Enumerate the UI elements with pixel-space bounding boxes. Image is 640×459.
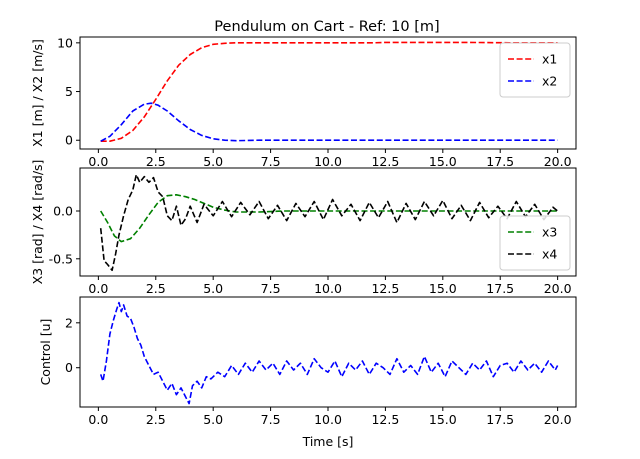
x-tick-label: 0.0 — [88, 281, 108, 296]
y-tick-label: 5 — [65, 84, 73, 99]
legend-box — [499, 215, 571, 271]
x-tick-label: 5.0 — [203, 412, 223, 427]
x-tick-label: 20.0 — [544, 154, 572, 169]
legend-label-x1: x1 — [542, 52, 557, 67]
x-tick-label: 17.5 — [486, 281, 514, 296]
y-tick-label: 0 — [65, 360, 73, 375]
subplot-2: 0.0 2.5 5.0 7.5 10.0 12.5 15.0 17.5 20.0 0.0 -0.5 X… — [30, 160, 577, 296]
y-tick-label: 0.0 — [53, 204, 73, 219]
legend-box — [499, 42, 571, 98]
x-tick-label: 10.0 — [314, 281, 342, 296]
x-tick-label: 7.5 — [261, 412, 281, 427]
x-tick-label: 0.0 — [88, 412, 108, 427]
x-tick-label: 12.5 — [371, 412, 399, 427]
legend-label-x4: x4 — [542, 247, 557, 262]
x-tick-label: 17.5 — [486, 412, 514, 427]
x-tick-label: 15.0 — [429, 154, 457, 169]
y-axis-label: X1 [m] / X2 [m/s] — [30, 39, 45, 147]
y-tick-label: -0.5 — [49, 251, 73, 266]
x-tick-label: 12.5 — [371, 154, 399, 169]
x-tick-label: 2.5 — [146, 412, 166, 427]
x-tick-label: 10.0 — [314, 412, 342, 427]
series-line-control-1 — [99, 301, 559, 405]
x-tick-label: 12.5 — [371, 281, 399, 296]
series-line-x4 — [99, 173, 559, 272]
x-tick-label: 0.0 — [88, 154, 108, 169]
subplot-3: 0.0 2.5 5.0 7.5 10.0 12.5 15.0 17.5 20.0 2 0 Contro… — [38, 296, 577, 449]
figure-title: Pendulum on Cart - Ref: 10 [m] — [214, 19, 439, 35]
x-tick-label: 5.0 — [203, 154, 223, 169]
x-tick-label: 20.0 — [544, 281, 572, 296]
legend-label-x3: x3 — [542, 225, 557, 240]
x-tick-label: 2.5 — [146, 281, 166, 296]
legend-label-x2: x2 — [542, 74, 557, 89]
y-axis-label: X3 [rad] / X4 [rad/s] — [30, 160, 45, 285]
series-line-x2 — [100, 102, 558, 142]
subplot-1: 0.0 2.5 5.0 7.5 10.0 12.5 15.0 17.5 20.0 0 5 10 X1 [… — [30, 35, 577, 169]
series-line-x3 — [100, 194, 558, 243]
x-tick-label: 15.0 — [429, 412, 457, 427]
series-line-x1 — [100, 41, 558, 142]
x-tick-label: 2.5 — [146, 154, 166, 169]
y-tick-label: 10 — [57, 35, 73, 50]
x-tick-label: 20.0 — [544, 412, 572, 427]
x-tick-label: 7.5 — [261, 154, 281, 169]
y-axis-label: Control [u] — [38, 319, 53, 386]
x-tick-label: 17.5 — [486, 154, 514, 169]
x-tick-label: 7.5 — [261, 281, 281, 296]
x-tick-label: 15.0 — [429, 281, 457, 296]
x-axis-label: Time [s] — [302, 434, 354, 449]
x-tick-label: 10.0 — [314, 154, 342, 169]
y-tick-label: 2 — [65, 315, 73, 330]
y-tick-label: 0 — [65, 133, 73, 148]
x-tick-label: 5.0 — [203, 281, 223, 296]
